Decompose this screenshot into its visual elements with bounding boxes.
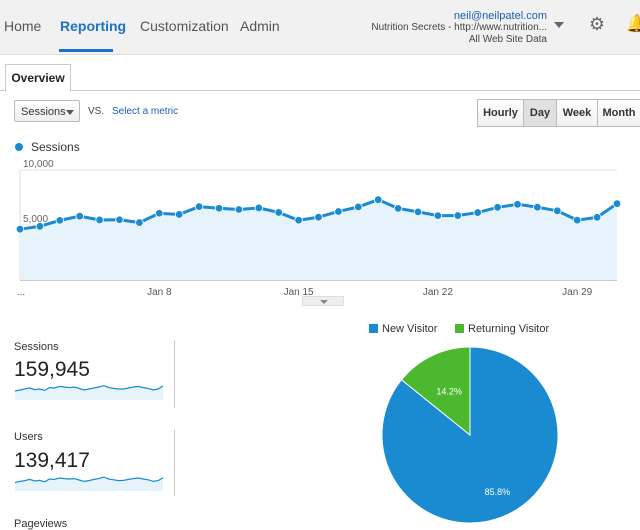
data-point[interactable] (15, 224, 25, 234)
x-tick-label: Jan 22 (423, 287, 453, 298)
pie-legend-new-visitor: New Visitor (369, 323, 437, 335)
nav-reporting[interactable]: Reporting (60, 18, 127, 34)
sparkline-line (14, 384, 164, 392)
tab-overview[interactable]: Overview (5, 64, 71, 92)
metric-value-users: 139,417 (14, 449, 90, 472)
sessions-line-chart: 10,000 5,000... Jan 8 Jan 15 Jan 22 Jan 29 (15, 160, 622, 298)
account-selector[interactable]: neil@neilpatel.com Nutrition Secrets - h… (371, 10, 547, 46)
sessions-legend-dot (15, 143, 23, 151)
data-point[interactable] (234, 205, 244, 214)
month-button[interactable]: Month (597, 99, 640, 127)
bell-icon[interactable]: 🔔 (626, 14, 640, 33)
pie-slice-returning-visitor[interactable] (400, 346, 471, 437)
data-point[interactable] (75, 212, 84, 221)
active-tab-indicator (59, 49, 113, 52)
time-granularity-group: Hourly Day Week Month (477, 99, 640, 127)
day-button[interactable]: Day (523, 99, 557, 127)
metric-select-value: Sessions (21, 106, 66, 118)
data-point[interactable] (573, 215, 582, 225)
nav-customization[interactable]: Customization (140, 18, 229, 34)
data-point[interactable] (174, 210, 184, 219)
metric-label-users: Users (14, 431, 43, 443)
data-point[interactable] (35, 222, 45, 231)
data-point[interactable] (493, 203, 502, 212)
data-point[interactable] (393, 204, 403, 213)
data-point[interactable] (612, 199, 622, 208)
metric-label-sessions: Sessions (14, 341, 59, 353)
data-point[interactable] (354, 202, 363, 212)
users-sparkline (14, 476, 164, 491)
nav-home[interactable]: Home (4, 18, 42, 34)
tab-divider (0, 90, 640, 91)
nav-admin[interactable]: Admin (240, 18, 280, 34)
sparkline-line (14, 476, 164, 484)
sessions-legend-label: Sessions (31, 140, 80, 154)
account-email: neil@neilpatel.com (453, 10, 547, 22)
chevron-down-icon[interactable] (554, 22, 564, 28)
pie-slice-label: 85.8% (485, 487, 511, 497)
data-point[interactable] (314, 212, 323, 222)
collapse-chart-handle[interactable] (302, 296, 344, 306)
data-point[interactable] (433, 211, 443, 220)
sparkline-area (15, 385, 163, 400)
sessions-sparkline (14, 384, 164, 400)
metric-value-sessions: 159,945 (14, 358, 90, 381)
pie-legend-returning-visitor: Returning Visitor (455, 323, 549, 335)
data-point[interactable] (374, 195, 383, 204)
sessions-area (20, 199, 617, 280)
metric-divider (174, 430, 175, 496)
returning-visitor-swatch (455, 324, 464, 333)
data-point[interactable] (294, 216, 303, 225)
data-point[interactable] (95, 215, 104, 225)
data-point[interactable] (115, 215, 124, 224)
account-property: Nutrition Secrets - http://www.nutrition… (371, 22, 547, 33)
metric-select[interactable]: Sessions (14, 100, 80, 122)
data-point[interactable] (274, 208, 283, 217)
x-tick-label: ... (17, 287, 25, 298)
chevron-down-icon (66, 110, 74, 115)
data-point[interactable] (334, 207, 343, 216)
new-visitor-label: New Visitor (382, 323, 438, 335)
data-point[interactable] (214, 204, 224, 213)
data-point[interactable] (592, 213, 602, 222)
data-point[interactable] (135, 218, 144, 227)
metric-divider (174, 340, 175, 408)
data-point[interactable] (194, 202, 204, 211)
week-button[interactable]: Week (556, 99, 598, 127)
data-point[interactable] (155, 209, 164, 218)
y-tick-label: 5,000 (23, 214, 48, 225)
returning-visitor-label: Returning Visitor (468, 323, 550, 335)
data-point[interactable] (553, 206, 562, 216)
vs-label: VS. (88, 106, 105, 117)
gear-icon[interactable]: ⚙ (588, 14, 606, 34)
x-tick-label: Jan 29 (562, 287, 592, 298)
data-point[interactable] (533, 202, 542, 212)
data-point[interactable] (453, 211, 462, 220)
x-tick-label: Jan 15 (284, 287, 314, 298)
data-point[interactable] (513, 200, 522, 209)
y-tick-label: 10,000 (23, 160, 54, 170)
account-view: All Web Site Data (468, 34, 547, 45)
data-point[interactable] (413, 207, 423, 217)
data-point[interactable] (473, 208, 482, 217)
metric-label-pageviews: Pageviews (14, 518, 68, 530)
data-point[interactable] (254, 203, 263, 213)
x-tick-label: Jan 8 (147, 287, 172, 298)
pie-slice-label: 14.2% (436, 386, 462, 396)
select-metric-link[interactable]: Select a metric (112, 106, 179, 117)
data-point[interactable] (55, 216, 64, 225)
new-visitor-swatch (369, 324, 378, 333)
top-navigation-bar: Home Reporting Customization Admin neil@… (0, 0, 640, 55)
visitor-type-pie-chart: 85.8% 14.2% (381, 346, 559, 524)
hourly-button[interactable]: Hourly (477, 99, 524, 127)
